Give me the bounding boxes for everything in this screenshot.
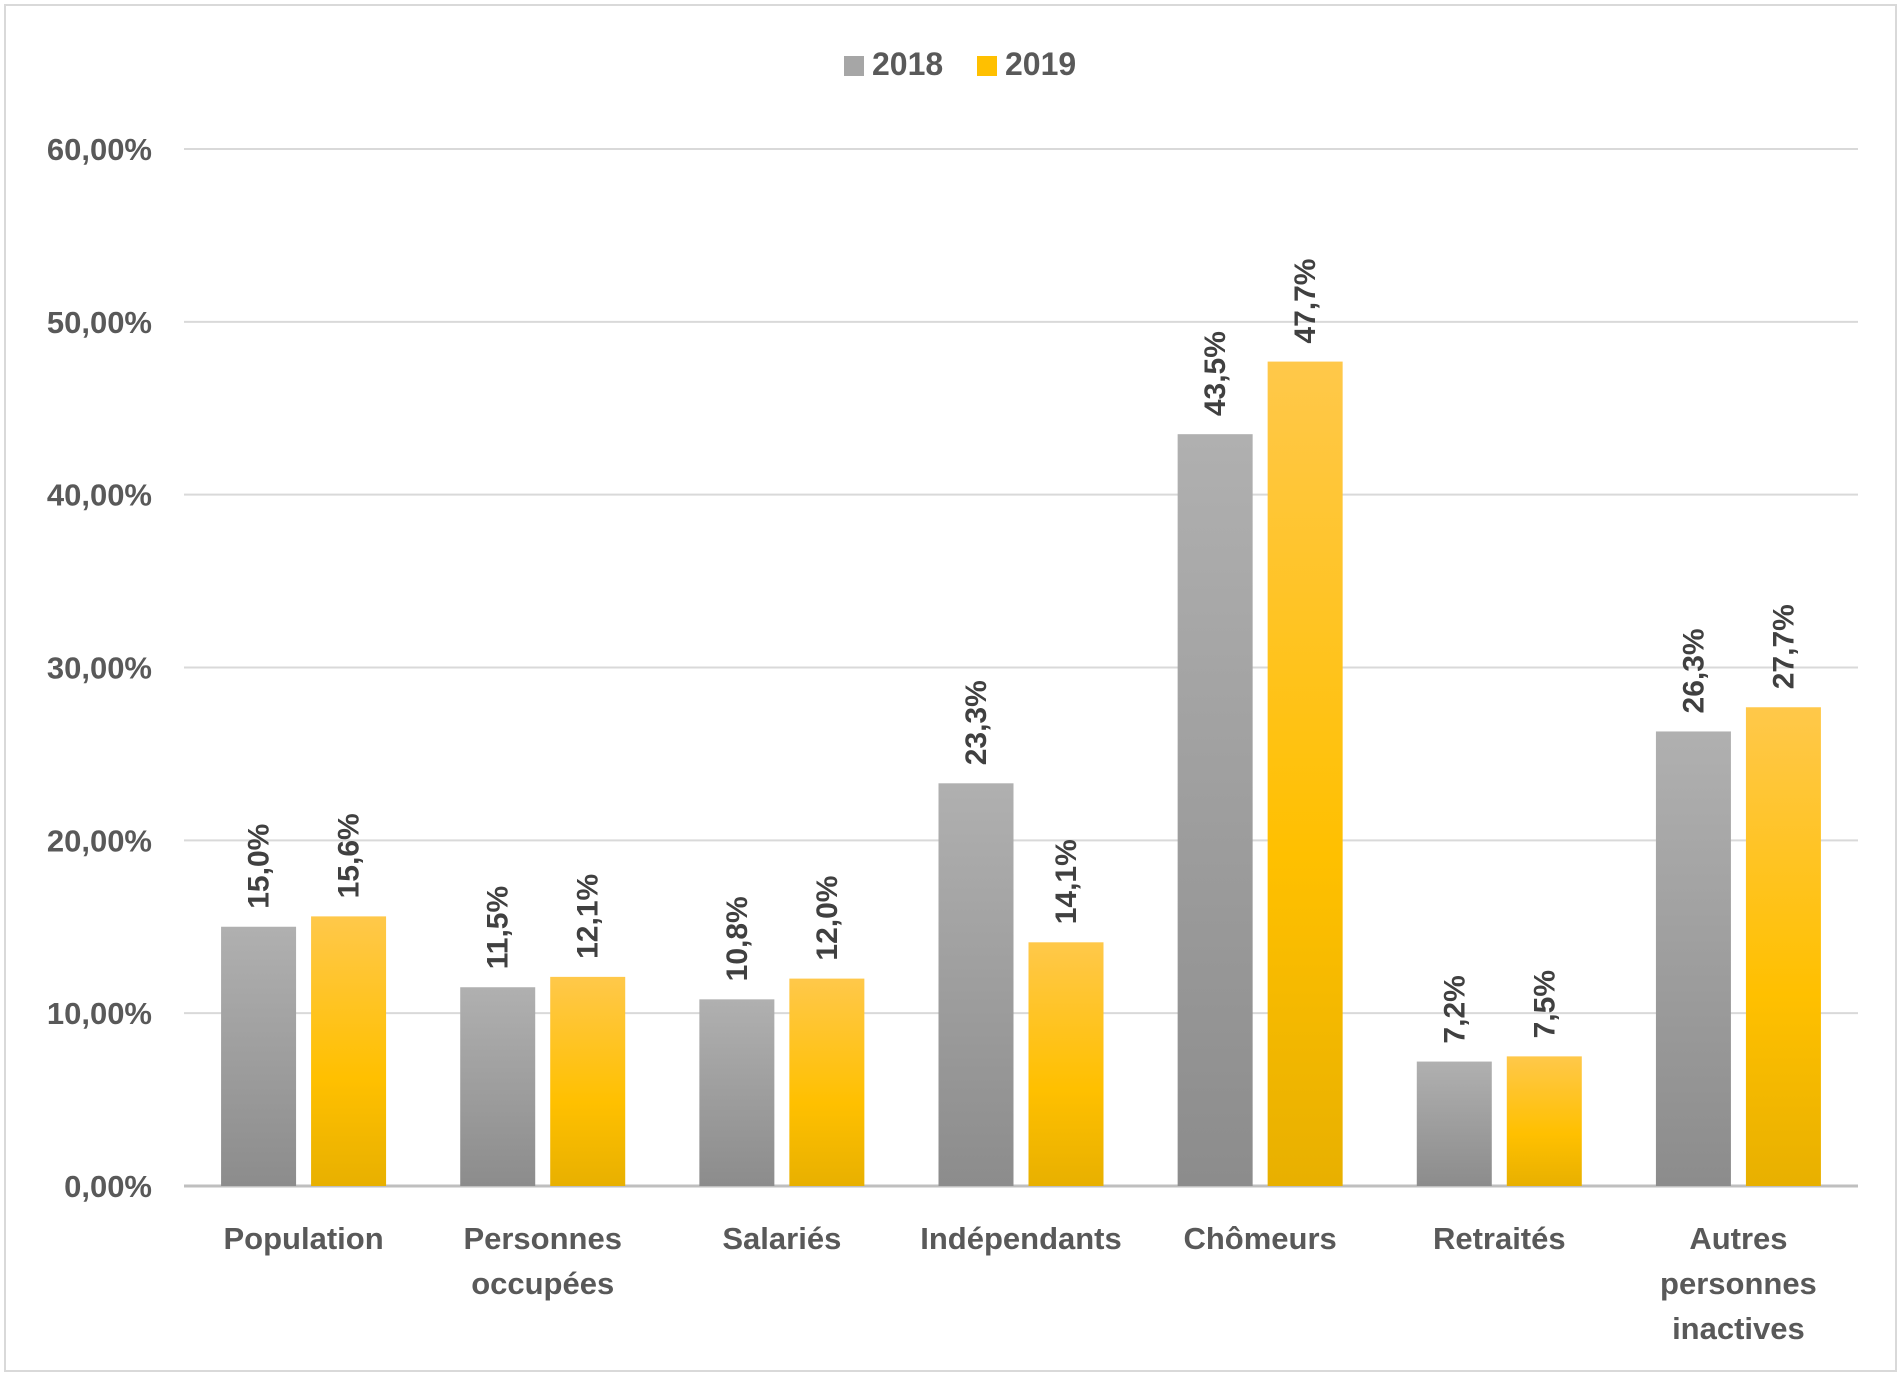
bar-2019-6 [1745, 707, 1821, 1186]
bar-2019-4 [1267, 361, 1343, 1187]
chart-frame: 0,00% 10,00% 20,00% 30,00% 40,00% 50,00% 60,00… [4, 4, 1897, 1372]
x-category-label: Personnes [463, 1221, 622, 1256]
x-axis: Population Personnes occupées Salariés Indép… [223, 1221, 1816, 1346]
legend-swatch-2018 [844, 56, 864, 76]
data-label: 47,7% [1289, 259, 1322, 344]
bar-2019-0 [311, 916, 387, 1186]
x-category-label: Retraités [1433, 1221, 1566, 1256]
y-tick-label: 50,00% [47, 305, 152, 340]
bar-2018-5 [1416, 1061, 1492, 1186]
bar-2018-2 [699, 999, 775, 1186]
data-labels: 15,0% 15,6% 11,5% 12,1% 10,8% 12,0% 23,3% 14,1%… [243, 259, 1801, 1044]
bar-2019-2 [789, 978, 865, 1186]
x-category-label: occupées [471, 1266, 614, 1301]
data-label: 12,0% [811, 876, 844, 961]
x-category-label: Chômeurs [1183, 1221, 1336, 1256]
x-category-label: Population [223, 1221, 383, 1256]
bar-2019-1 [550, 976, 626, 1186]
bar-2018-3 [938, 783, 1014, 1186]
data-label: 7,2% [1438, 975, 1471, 1043]
y-tick-label: 40,00% [47, 478, 152, 513]
bar-2018-6 [1655, 731, 1731, 1186]
data-label: 14,1% [1050, 839, 1083, 924]
x-category-label: inactives [1672, 1311, 1805, 1346]
gridlines [184, 148, 1858, 1188]
bar-2018-1 [460, 987, 536, 1186]
y-axis: 0,00% 10,00% 20,00% 30,00% 40,00% 50,00% 60,00… [47, 132, 152, 1204]
data-label: 10,8% [721, 896, 754, 981]
x-category-label: Indépendants [920, 1221, 1122, 1256]
data-label: 11,5% [482, 886, 515, 969]
bar-2019-3 [1028, 942, 1104, 1186]
data-label: 26,3% [1677, 628, 1710, 713]
legend-swatch-2019 [977, 56, 997, 76]
data-label: 7,5% [1528, 970, 1561, 1038]
bar-2019-5 [1506, 1056, 1582, 1186]
x-category-label: personnes [1660, 1266, 1817, 1301]
y-tick-label: 20,00% [47, 823, 152, 858]
legend-label: 2018 [872, 46, 943, 82]
data-label: 27,7% [1767, 604, 1800, 689]
data-label: 43,5% [1199, 331, 1232, 416]
x-category-label: Autres [1689, 1221, 1787, 1256]
bar-2018-0 [221, 926, 297, 1186]
bar-2018-4 [1177, 434, 1253, 1186]
y-tick-label: 0,00% [64, 1169, 152, 1204]
data-label: 23,3% [960, 680, 993, 765]
data-label: 12,1% [572, 874, 605, 959]
y-tick-label: 60,00% [47, 132, 152, 167]
legend: 2018 2019 [844, 46, 1076, 82]
x-category-label: Salariés [722, 1221, 841, 1256]
y-tick-label: 30,00% [47, 651, 152, 686]
bars [221, 361, 1821, 1187]
chart-canvas: 0,00% 10,00% 20,00% 30,00% 40,00% 50,00% 60,00… [47, 46, 1858, 1346]
data-label: 15,6% [333, 813, 366, 898]
legend-label: 2019 [1005, 46, 1076, 82]
data-label: 15,0% [243, 824, 276, 909]
y-tick-label: 10,00% [47, 996, 152, 1031]
